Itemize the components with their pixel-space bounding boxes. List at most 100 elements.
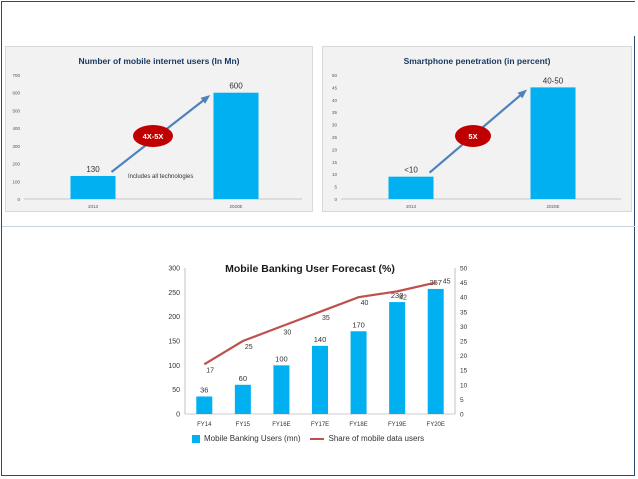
mobile-internet-users-chart: 0 100 200 300 400 500 600 700 130 2013 600 2020E 4X-… [12,73,302,209]
y-tick-label: 300 [12,144,20,149]
growth-arrow-head [200,95,211,104]
bar [196,396,213,414]
y2-tick-label: 10 [460,382,468,389]
legend-label-bars: Mobile Banking Users (mn) [204,434,301,443]
y2-tick-label: 0 [460,412,464,419]
bar [312,345,328,414]
line-value-label: 45 [443,279,451,286]
bar [273,365,290,414]
y2-tick-label: 20 [460,353,468,360]
x-tick-label: FY14 [197,422,212,428]
mobile-banking-forecast-chart: 0 50 100 150 200 250 300 0 5 10 15 20 25 30 35 40 45 50 36… [168,266,468,429]
bar [530,87,576,199]
y-tick-label: 250 [168,290,180,297]
mobile-internet-users-panel: Number of mobile internet users (In Mn) … [5,46,313,212]
line-value-label: 40 [361,300,369,307]
bar [350,331,367,414]
x-tick-label: FY18E [349,422,367,428]
bar-value-label: 230 [391,291,404,300]
y-tick-label: 50 [332,73,338,78]
slide-header-band [2,2,635,36]
chart-title: Mobile Banking User Forecast (%) [225,263,395,275]
y2-tick-label: 35 [460,309,468,316]
y2-tick-label: 30 [460,324,468,331]
y-tick-label: 25 [332,135,338,140]
y-tick-label: 600 [12,91,20,96]
bar [388,176,434,199]
x-tick-label: FY15 [236,422,251,428]
growth-badge-label: 4X-5X [143,132,164,141]
y2-tick-label: 45 [460,280,468,287]
y-tick-label: 20 [332,147,338,152]
line-value-label: 25 [245,344,253,351]
smartphone-penetration-panel: Smartphone penetration (in percent) 0 5 10… [322,46,632,212]
bar-value-label: <10 [404,166,418,175]
growth-arrow-head [517,89,528,99]
line-value-label: 35 [322,315,330,322]
y2-tick-label: 5 [460,397,464,404]
y-tick-label: 10 [332,172,338,177]
section-divider [2,226,635,227]
line-value-label: 17 [206,367,214,374]
x-tick-label: 2020E [546,204,559,209]
chart-legend: Mobile Banking Users (mn) Share of mobil… [192,434,424,443]
chart-note: Includes all technologies [128,174,193,180]
series-line [203,281,436,366]
legend-swatch-bar [192,434,200,443]
growth-badge-label: 5X [468,132,477,141]
y-tick-label: 200 [168,314,180,321]
y-tick-label: 0 [334,197,337,202]
bar-value-label: 140 [314,335,327,344]
y2-tick-label: 40 [460,295,468,302]
bar-value-label: 600 [229,82,243,91]
bar-value-label: 60 [239,374,247,383]
bar [234,384,251,414]
growth-badge [133,125,173,147]
y-tick-label: 700 [12,73,20,78]
bar [427,288,444,414]
bar-value-label: 100 [275,354,288,363]
chart-title: Number of mobile internet users (In Mn) [78,56,240,66]
y-tick-label: 15 [332,160,338,165]
y-tick-label: 45 [332,85,338,90]
smartphone-penetration-chart: 0 5 10 15 20 25 30 35 40 45 50 <10 2013 40-50 2020E 5X [332,73,621,209]
y2-tick-label: 50 [460,266,468,273]
x-tick-label: FY19E [388,422,406,428]
y-tick-label: 200 [12,162,20,167]
bar-value-label: 36 [200,385,208,394]
x-tick-label: FY17E [311,422,329,428]
y-tick-label: 150 [168,339,180,346]
y-tick-label: 500 [12,108,20,113]
bar-value-label: 257 [429,278,442,287]
y-tick-label: 100 [12,179,20,184]
y2-tick-label: 25 [460,339,468,346]
bar [213,92,259,199]
x-tick-label: 2013 [406,204,417,209]
bar [389,302,406,414]
bar [70,175,116,199]
x-tick-label: FY16E [272,422,290,428]
line-value-label: 30 [283,329,291,336]
chart-title: Smartphone penetration (in percent) [403,56,551,66]
legend-label-line: Share of mobile data users [328,434,425,443]
growth-badge [455,125,491,147]
y-tick-label: 5 [334,185,337,190]
bar-value-label: 130 [86,165,100,174]
legend-swatch-line [310,437,325,440]
y-tick-label: 100 [168,363,180,370]
y2-tick-label: 15 [460,368,468,375]
y-tick-label: 300 [168,266,180,273]
bar-value-label: 40-50 [543,76,564,85]
y-tick-label: 40 [332,98,338,103]
y-tick-label: 0 [176,412,180,419]
y-tick-label: 0 [17,197,20,202]
bar-value-label: 170 [352,320,365,329]
y-tick-label: 50 [172,387,180,394]
line-value-label: 42 [399,294,407,301]
x-tick-label: 2013 [88,204,99,209]
x-tick-label: 2020E [229,204,242,209]
y-tick-label: 35 [332,110,338,115]
x-tick-label: FY20E [427,422,445,428]
y-tick-label: 30 [332,123,338,128]
